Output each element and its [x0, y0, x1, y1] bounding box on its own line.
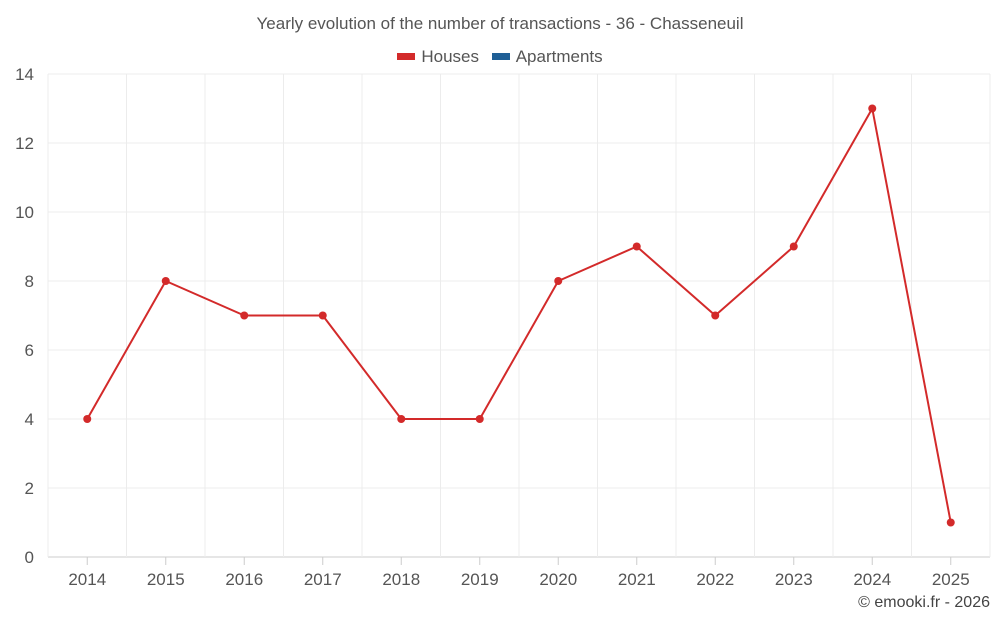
y-tick-label: 0 — [25, 548, 34, 567]
data-point — [240, 311, 249, 320]
legend-label-apartments: Apartments — [515, 46, 603, 66]
data-point — [475, 415, 484, 423]
x-tick-label: 2015 — [147, 570, 185, 589]
legend-label-houses: Houses — [421, 46, 479, 66]
x-tick-label: 2018 — [382, 570, 420, 589]
data-point — [868, 104, 877, 113]
x-tick-label: 2014 — [68, 570, 106, 589]
data-point — [161, 277, 170, 285]
x-tick-label: 2021 — [618, 570, 656, 589]
y-tick-label: 8 — [25, 272, 34, 291]
legend-item-houses[interactable]: Houses — [397, 47, 479, 67]
y-tick-label: 4 — [25, 410, 34, 429]
x-tick-label: 2022 — [696, 570, 734, 589]
x-tick-label: 2023 — [775, 570, 813, 589]
data-point — [554, 277, 563, 285]
y-tick-label: 14 — [15, 65, 34, 84]
y-tick-label: 2 — [25, 479, 34, 498]
x-tick-label: 2020 — [539, 570, 577, 589]
x-tick-label: 2025 — [932, 570, 970, 589]
y-tick-label: 6 — [25, 341, 34, 360]
legend: Houses Apartments — [0, 45, 1000, 67]
data-point — [83, 415, 92, 423]
legend-item-apartments[interactable]: Apartments — [491, 46, 603, 67]
data-point — [946, 518, 955, 527]
x-tick-label: 2019 — [461, 570, 499, 589]
x-tick-label: 2016 — [225, 570, 263, 589]
data-point — [711, 311, 720, 320]
chart-title: Yearly evolution of the number of transa… — [256, 14, 744, 33]
legend-swatch-houses — [397, 53, 416, 60]
data-point — [632, 242, 641, 251]
data-point — [318, 311, 327, 320]
x-tick-label: 2024 — [853, 570, 891, 589]
data-point — [397, 415, 406, 423]
series-line-houses — [86, 107, 952, 523]
y-tick-label: 12 — [15, 134, 34, 153]
credit-text: © emooki.fr - 2026 — [858, 594, 990, 611]
legend-swatch-apartments — [491, 53, 510, 60]
data-point — [789, 242, 798, 251]
y-tick-label: 10 — [15, 203, 34, 222]
x-tick-label: 2017 — [304, 570, 342, 589]
